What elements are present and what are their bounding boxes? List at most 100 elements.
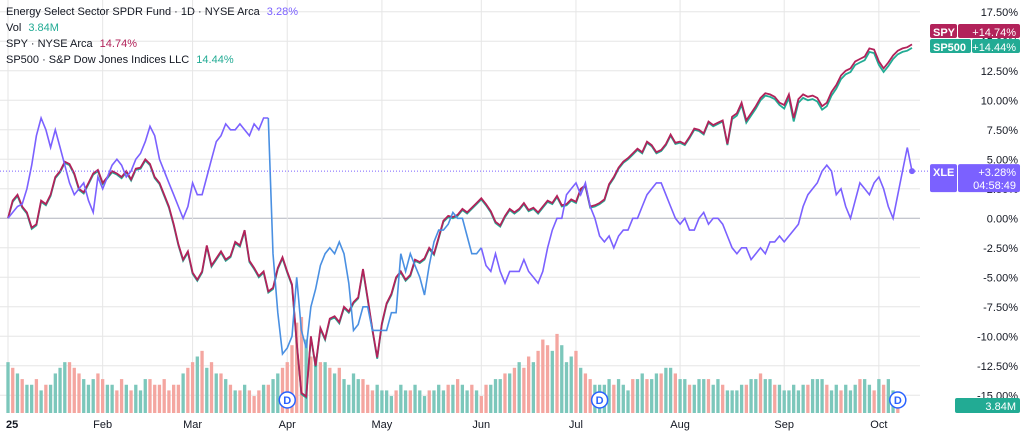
x-axis[interactable]: 25 Feb Mar Apr May Jun Jul Aug Sep Oct [6,419,887,431]
volume-bar [91,379,95,413]
volume-bar [555,333,559,413]
volume-bar [654,373,659,413]
dividend-marker[interactable]: D [278,391,296,409]
volume-bar [721,384,725,413]
x-tick-label: Sep [774,419,794,431]
spy-badge-name: SPY [933,27,956,39]
sp500-badge-value-bg [972,39,1020,53]
dividend-marker[interactable]: D [590,391,609,409]
volume-bar [214,373,218,413]
price-badges: SPY +14.74% SP500 +14.44% XLE +3.28%04:58:49 3… [930,24,1020,413]
volume-bar [243,384,247,413]
dividend-marker[interactable]: D [889,391,907,409]
legend-vol[interactable]: Vol 3.84M [6,20,298,36]
spy-badge[interactable]: SPY +14.74% [930,24,1020,39]
volume-bar [6,362,10,413]
spy-badge-value-bg [958,24,1020,38]
volume-bar [508,373,512,413]
legend-sp500-label: SP500 · S&P Dow Jones Indices LLC [6,54,190,66]
volume-bar [522,367,526,413]
volume-bar [588,379,592,413]
volume-bar [574,350,578,413]
volume-bar [716,379,720,413]
volume-bar [347,384,351,413]
volume-bar [332,373,337,413]
volume-bar [11,367,15,413]
volume-bar [626,390,630,413]
volume-bar [96,373,100,413]
volume-bar [304,339,308,413]
volume-bar [465,390,469,413]
y-tick-label: -5.00% [983,272,1018,284]
volume-bar [517,362,521,413]
volume-bar [474,390,479,413]
volume-bar [536,350,540,413]
volume-bar [101,379,105,413]
legend-spy[interactable]: SPY · NYSE Arca 14.74% [6,36,298,52]
volume-bar [337,367,341,413]
y-axis[interactable]: 17.50%15.00%12.50%10.00%7.50%5.00%2.50%0… [977,7,1018,403]
volume-bar [612,384,616,413]
legend-sp500[interactable]: SP500 · S&P Dow Jones Indices LLC 14.44% [6,52,298,68]
volume-bar [67,362,72,413]
x-tick-label: Apr [279,419,296,431]
sp500-badge[interactable]: SP500 +14.44% [930,39,1020,54]
legend-spy-label: SPY · NYSE Arca [6,38,93,50]
volume-bar [711,384,715,413]
volume-bar [687,384,692,413]
volume-bar [773,384,777,413]
volume-bar [181,373,185,413]
volume-bar [15,373,20,413]
volume-bar [380,390,384,413]
legend-xle-label: Energy Select Sector SPDR Fund · 1D · NY… [6,6,260,18]
volume-bar [749,379,753,413]
volume-bar [399,384,403,413]
volume-bar [725,390,730,413]
x-tick-label: Oct [870,419,887,431]
volume-bar [157,384,162,413]
volume-bar [361,379,365,413]
volume-bar [526,356,531,413]
volume-bar [186,367,190,413]
volume-bar [531,362,536,413]
spy-badge-name-bg [930,24,957,38]
volume-bar [858,379,862,413]
y-tick-label: -12.50% [977,361,1018,373]
volume-bar [645,379,649,413]
volume-bar [403,390,408,413]
volume-bar [564,362,569,413]
volume-bar [53,373,57,413]
volume-bar [77,373,81,413]
volume-bar [792,384,796,413]
volume-bar [115,390,119,413]
volume-bar [313,356,318,413]
xle-badge[interactable]: XLE +3.28%04:58:49 [930,164,1020,193]
volume-bar [195,356,199,413]
legend-xle[interactable]: Energy Select Sector SPDR Fund · 1D · NY… [6,4,298,20]
volume-bar [446,384,450,413]
volume-bar [621,384,625,413]
volume-bar [744,384,748,413]
volume-bar [129,390,133,413]
volume-bar [863,379,867,413]
x-tick-label: 25 [6,419,18,431]
volume-bar [872,390,876,413]
volume-bar [616,379,621,413]
y-tick-label: -10.00% [977,331,1018,343]
volume-bar [190,362,195,413]
dividend-label: D [283,395,291,407]
volume-bar [512,367,517,413]
volume-bar [470,384,474,413]
volume-bar [839,390,843,413]
volume-bar [205,367,209,413]
volume-bar [460,384,465,413]
volume-bar [219,373,223,413]
volume-bar [238,390,242,413]
volume-bar [167,390,171,413]
volume-bar [285,362,289,413]
volume-bar [124,384,128,413]
sp500-badge-value: +14.44% [972,42,1016,54]
legend-sp500-value: 14.44% [196,54,234,66]
